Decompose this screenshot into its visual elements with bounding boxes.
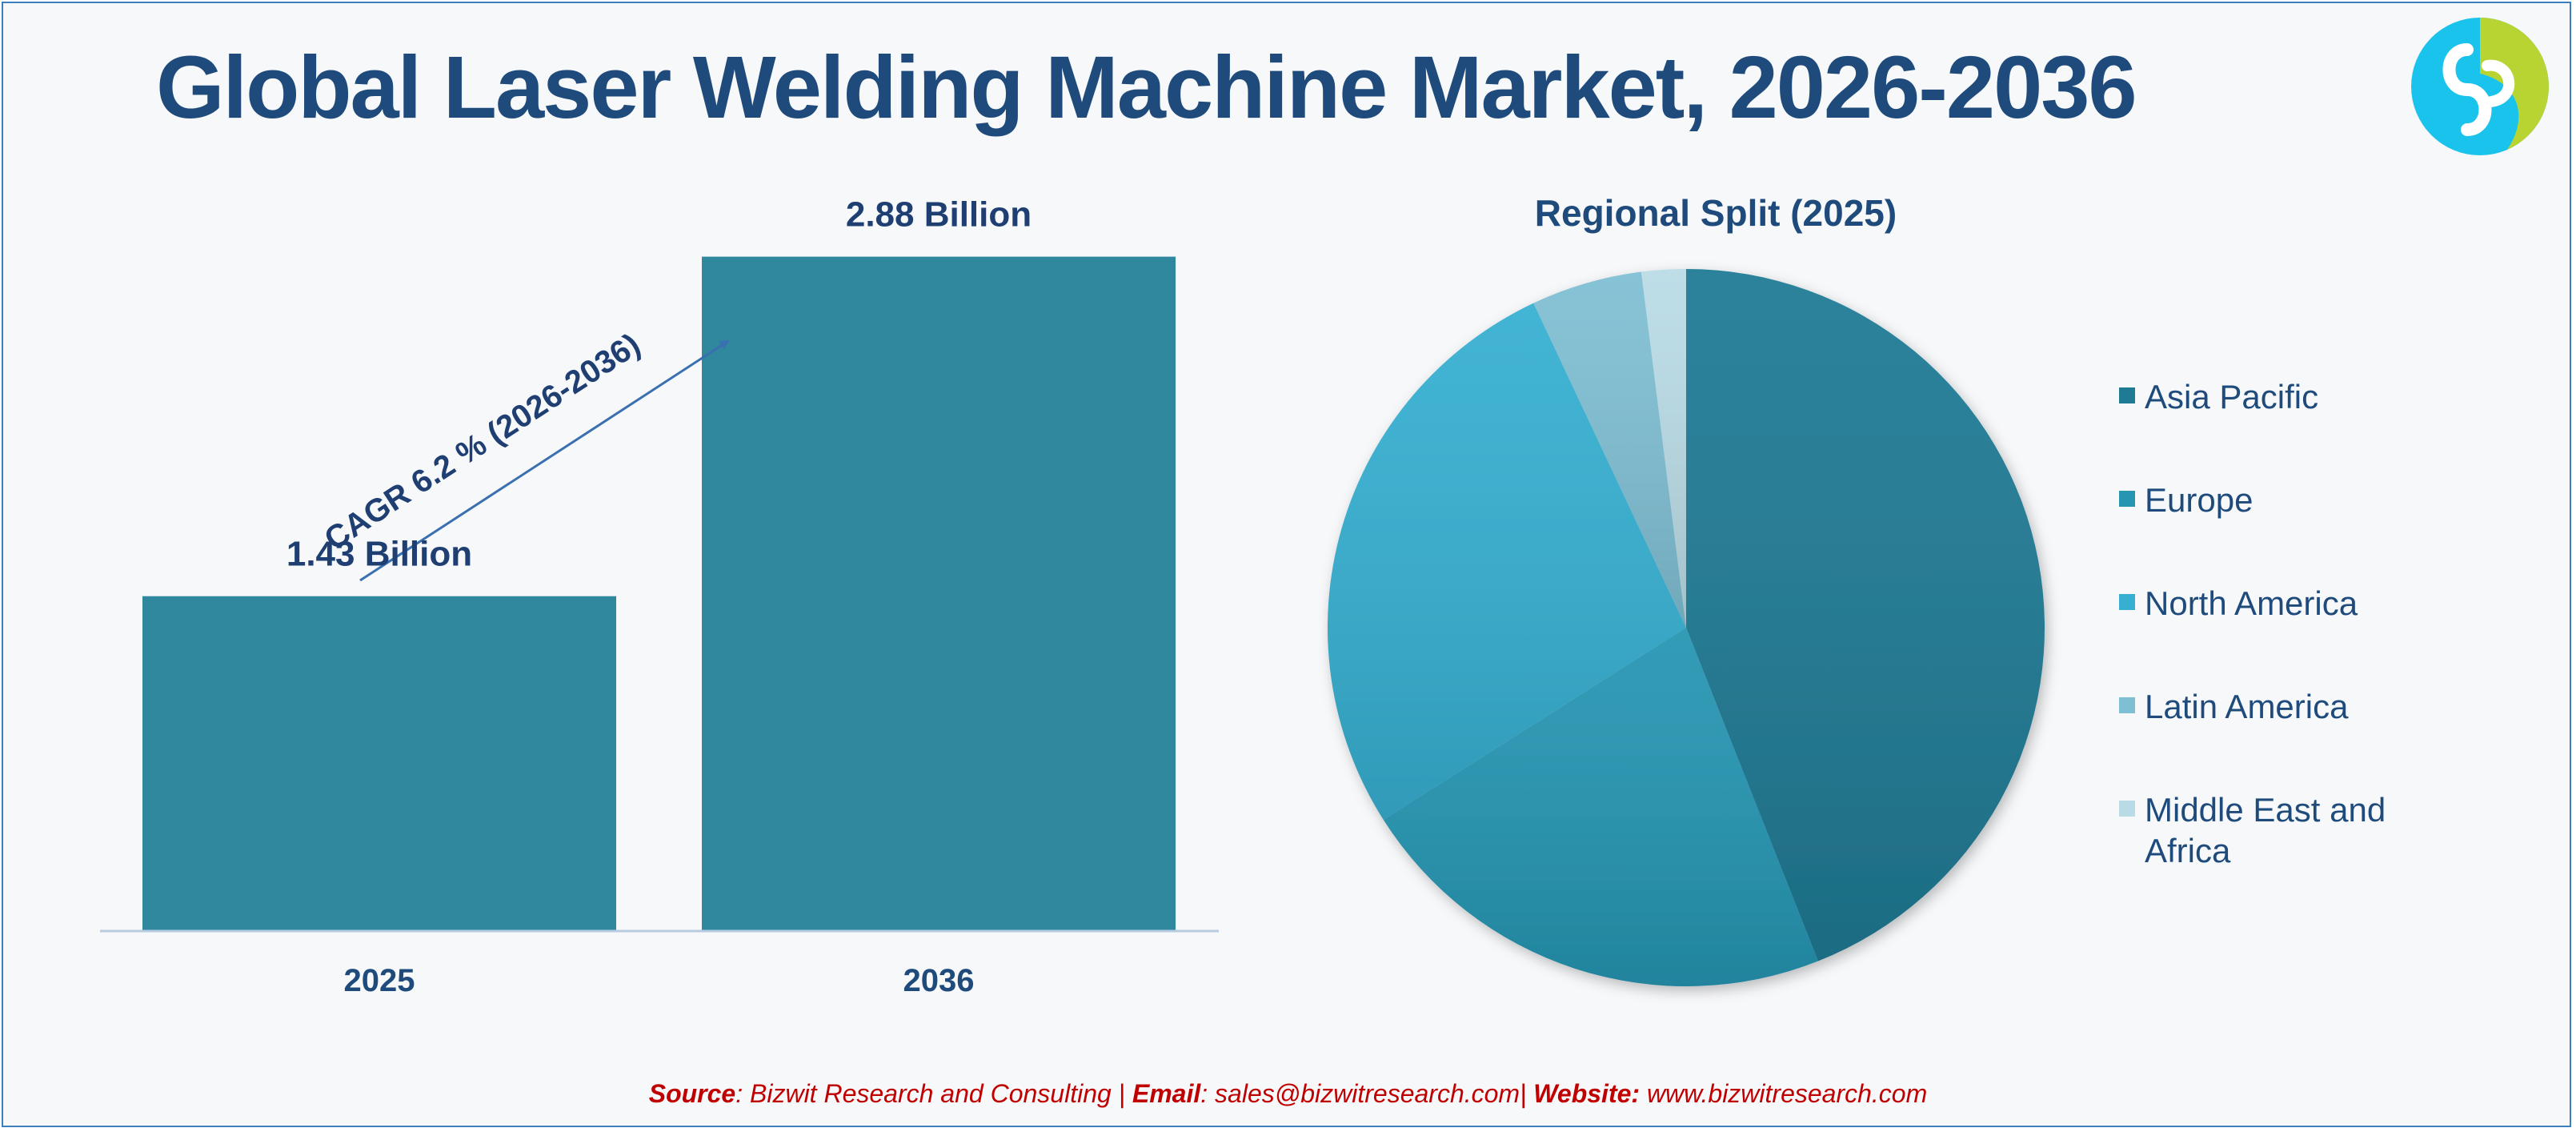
legend-swatch xyxy=(2119,594,2135,610)
legend-item-europe: Europe xyxy=(2119,480,2449,520)
bar-2025 xyxy=(142,596,616,931)
legend-label: Middle East and Africa xyxy=(2145,791,2386,869)
source-label: Source xyxy=(648,1079,736,1108)
cagr-arrow xyxy=(359,339,730,582)
website-label: Website: xyxy=(1533,1079,1641,1108)
legend-swatch xyxy=(2119,697,2135,713)
page-title: Global Laser Welding Machine Market, 202… xyxy=(156,38,2137,137)
bar-data-label: 1.43 Billion xyxy=(286,535,472,574)
bizwit-logo-icon xyxy=(2411,18,2549,155)
legend-swatch xyxy=(2119,387,2135,403)
bar-data-label: 2.88 Billion xyxy=(846,195,1032,235)
bar-chart: CAGR 6.2 % (2026-2036) 1.43 Billion 2025 2… xyxy=(100,195,1219,998)
legend-label: Latin America xyxy=(2145,688,2349,725)
email-label: Email xyxy=(1132,1079,1201,1108)
pie-legend: Asia Pacific Europe North America Latin … xyxy=(2119,376,2449,871)
legend-label: North America xyxy=(2145,584,2358,622)
legend-swatch xyxy=(2119,491,2135,507)
source-footer: Source: Bizwit Research and Consulting |… xyxy=(0,1079,2576,1109)
legend-label: Asia Pacific xyxy=(2145,378,2319,415)
email-text: : sales@bizwitresearch.com| xyxy=(1200,1079,1534,1108)
x-tick-label: 2036 xyxy=(903,963,975,998)
legend-item-asia-pacific: Asia Pacific xyxy=(2119,376,2449,417)
website-text: www.bizwitresearch.com xyxy=(1640,1079,1928,1108)
source-text: : Bizwit Research and Consulting | xyxy=(735,1079,1132,1108)
legend-item-north-america: North America xyxy=(2119,583,2449,624)
legend-item-middle-east-africa: Middle East and Africa xyxy=(2119,789,2449,871)
bar-series xyxy=(142,256,1176,932)
legend-label: Europe xyxy=(2145,481,2253,519)
legend-item-latin-america: Latin America xyxy=(2119,686,2449,727)
legend-swatch xyxy=(2119,801,2135,817)
x-tick-label: 2025 xyxy=(344,963,415,998)
cagr-annotation: CAGR 6.2 % (2026-2036) xyxy=(318,327,647,557)
bar-2036 xyxy=(702,256,1176,932)
